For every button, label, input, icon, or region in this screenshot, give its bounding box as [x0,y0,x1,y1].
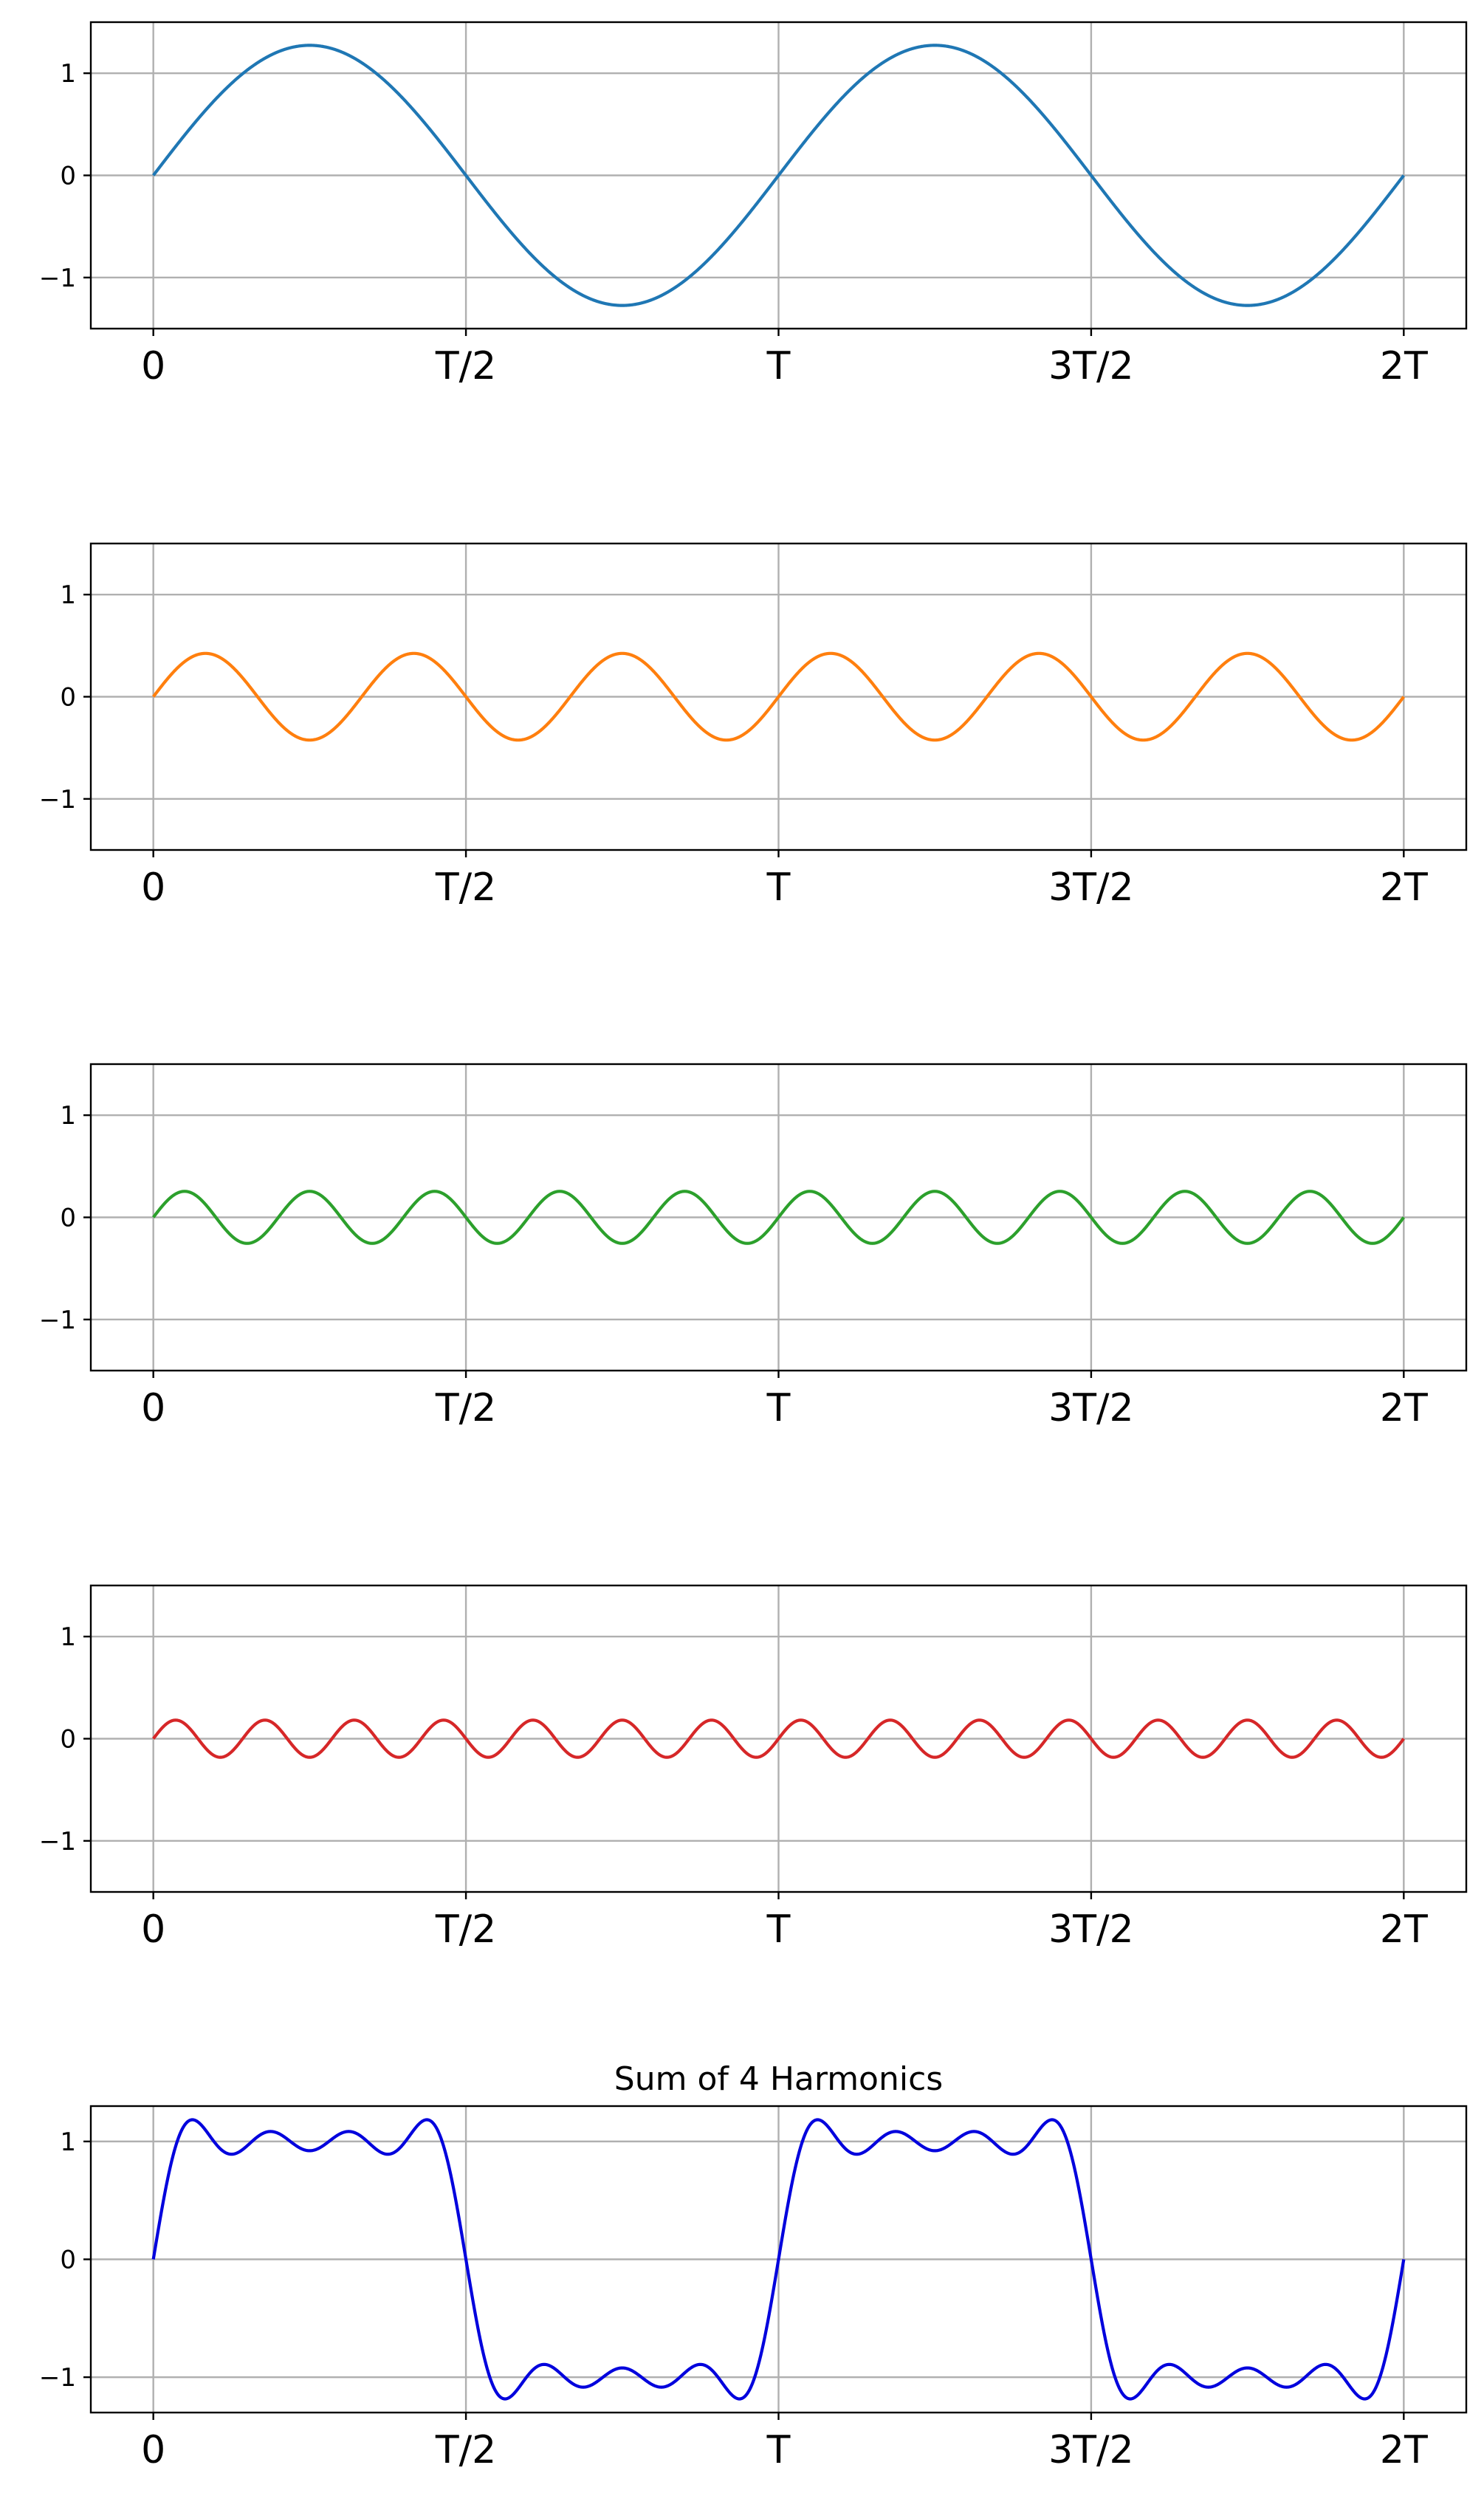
x-tick-label: 3T/2 [1048,2428,1133,2472]
y-tick-label: 1 [60,2128,76,2157]
y-tick-label: −1 [39,1827,76,1856]
y-tick-label: −1 [39,785,76,815]
x-tick-label: 0 [141,1907,165,1952]
x-tick-label: 0 [141,2428,165,2472]
x-tick-label: T [766,344,791,388]
x-tick-label: 2T [1380,1386,1428,1430]
x-tick-label: T/2 [435,1907,496,1952]
x-tick-label: 0 [141,865,165,910]
x-tick-label: T [766,2428,791,2472]
harmonic-5-line [152,1190,1405,1245]
harmonic-7-line [152,1718,1405,1759]
subplot-4: 1 0 −1 0 T/2 T 3T/2 2T [39,1584,1468,1952]
y-tick-label: 1 [60,1101,76,1131]
x-tick-label: 3T/2 [1048,344,1133,388]
x-tick-label: 0 [141,1386,165,1430]
y-tick-label: −1 [39,2363,76,2393]
y-tick-label: 0 [60,683,76,713]
y-tick-label: −1 [39,264,76,293]
x-tick-label: 2T [1380,865,1428,910]
harmonic-1-line [152,44,1405,307]
y-tick-label: 0 [60,162,76,191]
y-tick-label: 1 [60,1622,76,1652]
x-tick-label: T [766,1386,791,1430]
x-tick-label: 2T [1380,1907,1428,1952]
x-tick-label: T [766,865,791,910]
y-tick-label: 1 [60,59,76,89]
sum-series-line [151,2118,1406,2401]
harmonic-3-line [152,651,1405,742]
x-tick-label: 2T [1380,2428,1428,2472]
y-tick-label: 0 [60,2246,76,2275]
subplot-3: 1 0 −1 0 T/2 T 3T/2 2T [39,1063,1468,1430]
chart-title: Sum of 4 Harmonics [614,2060,943,2098]
x-tick-label: 3T/2 [1048,865,1133,910]
x-tick-label: T/2 [435,1386,496,1430]
x-tick-label: 3T/2 [1048,1907,1133,1952]
subplot-2: 1 0 −1 0 T/2 T 3T/2 2T [39,542,1468,910]
subplot-1: 1 0 −1 0 T/2 T 3T/2 2T [39,21,1468,388]
x-tick-label: T/2 [435,344,496,388]
y-tick-label: 1 [60,580,76,610]
x-tick-label: 3T/2 [1048,1386,1133,1430]
subplot-5: Sum of 4 Harmonics 1 0 −1 0 T/2 T 3T/2 2T [39,2060,1468,2472]
x-tick-label: T [766,1907,791,1952]
y-tick-label: 0 [60,1725,76,1755]
x-tick-label: T/2 [435,865,496,910]
x-tick-label: T/2 [435,2428,496,2472]
x-tick-label: 2T [1380,344,1428,388]
x-tick-label: 0 [141,344,165,388]
y-tick-label: 0 [60,1204,76,1233]
y-tick-label: −1 [39,1306,76,1335]
